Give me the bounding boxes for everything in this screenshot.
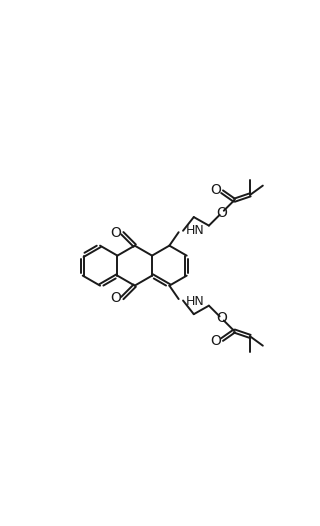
Text: O: O bbox=[110, 291, 121, 305]
Text: O: O bbox=[211, 184, 221, 197]
Text: O: O bbox=[110, 226, 121, 240]
Text: O: O bbox=[211, 334, 221, 348]
Text: O: O bbox=[216, 206, 227, 220]
Text: HN: HN bbox=[186, 295, 204, 308]
Text: HN: HN bbox=[186, 224, 204, 237]
Text: O: O bbox=[216, 311, 227, 326]
